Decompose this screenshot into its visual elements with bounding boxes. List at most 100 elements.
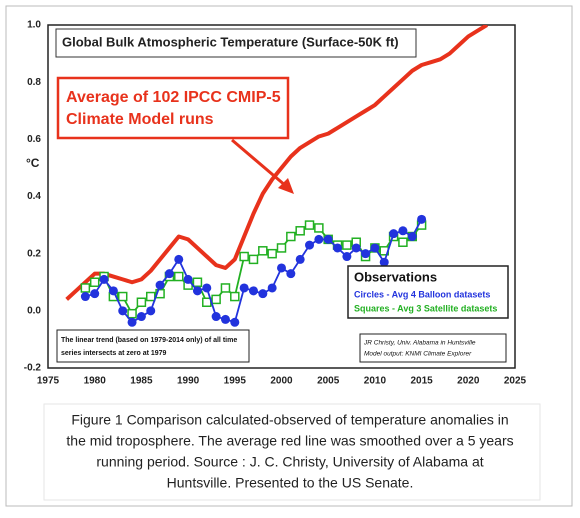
x-tick-label: 1975 — [37, 376, 60, 387]
caption: running period. Source : J. C. Christy, … — [96, 454, 483, 470]
note: series intersects at zero at 1979 — [61, 350, 167, 357]
point — [248, 286, 258, 296]
point — [136, 312, 146, 322]
title-box — [55, 28, 417, 58]
annotation: Climate Model runs — [66, 111, 214, 128]
annotation-box — [56, 76, 290, 140]
point — [211, 312, 221, 322]
point — [398, 226, 408, 236]
point — [202, 283, 212, 293]
point — [202, 297, 212, 308]
point — [220, 314, 230, 324]
point — [323, 234, 333, 244]
point — [192, 286, 202, 296]
caption: the mid troposphere. The average red lin… — [66, 433, 513, 449]
y-tick-label: 0.2 — [27, 248, 41, 259]
point — [127, 308, 137, 319]
point — [342, 240, 352, 250]
point — [258, 246, 268, 256]
point — [136, 297, 147, 308]
credit: JR Christy, Univ. Alabama in Huntsville — [363, 340, 476, 347]
point — [230, 291, 240, 302]
x-tick-label: 1985 — [130, 376, 153, 387]
y-tick-label: 1.0 — [27, 20, 41, 31]
x-tick-label: 2000 — [270, 376, 293, 387]
point — [183, 274, 193, 284]
point — [192, 277, 203, 287]
x-tick-label: 2015 — [410, 376, 433, 387]
series-line — [65, 25, 489, 301]
point — [286, 231, 296, 242]
x-tick-label: 2005 — [317, 376, 340, 387]
point — [305, 240, 315, 250]
point — [230, 317, 240, 327]
point — [398, 237, 408, 247]
point — [117, 291, 128, 302]
point — [295, 226, 305, 236]
point — [379, 257, 389, 267]
y-tick-label: -0.2 — [24, 363, 42, 374]
annotation: Average of 102 IPCC CMIP-5 — [66, 89, 281, 106]
note: The linear trend (based on 1979-2014 onl… — [61, 337, 237, 344]
x-tick-label: 2025 — [504, 376, 527, 387]
point — [118, 306, 128, 316]
point — [127, 317, 137, 327]
point — [258, 289, 268, 299]
point — [304, 220, 315, 230]
credit-box — [359, 333, 507, 363]
point — [351, 243, 361, 253]
point — [342, 252, 352, 262]
note-box — [56, 329, 250, 363]
y-axis-label: °C — [26, 156, 40, 170]
x-tick-label: 1990 — [177, 376, 200, 387]
point — [333, 243, 343, 253]
credit: Model output: KNMI Climate Explorer — [364, 351, 472, 358]
point — [314, 234, 324, 244]
point — [211, 294, 221, 305]
x-tick-label: 2010 — [364, 376, 387, 387]
y-tick-label: 0.4 — [27, 191, 41, 202]
legend-title: Observations — [354, 269, 437, 284]
point — [361, 249, 371, 259]
point — [89, 277, 100, 287]
point — [370, 243, 380, 253]
legend-entry: Circles - Avg 4 Balloon datasets — [354, 289, 490, 299]
y-tick-label: 0.0 — [27, 305, 41, 316]
plot — [65, 25, 489, 327]
x-tick-label: 2020 — [457, 376, 480, 387]
point — [267, 248, 277, 259]
point — [90, 289, 100, 299]
caption-box — [43, 403, 541, 501]
point — [248, 254, 259, 265]
point — [277, 263, 286, 273]
point — [155, 280, 165, 290]
point — [146, 306, 156, 316]
x-tick-label: 1995 — [224, 376, 247, 387]
point — [145, 291, 156, 302]
point — [99, 274, 109, 284]
annotation-arrow — [231, 138, 287, 188]
legend-box — [347, 265, 509, 319]
point — [389, 229, 399, 239]
point — [417, 214, 427, 224]
point — [220, 283, 231, 293]
point — [314, 223, 324, 233]
point — [174, 254, 184, 264]
point — [164, 269, 174, 279]
point — [108, 286, 118, 296]
y-tick-label: 0.6 — [27, 134, 41, 145]
point — [239, 251, 249, 262]
point — [267, 283, 277, 293]
y-tick-label: 0.8 — [27, 77, 41, 88]
chart-title: Global Bulk Atmospheric Temperature (Sur… — [62, 34, 399, 49]
point — [174, 271, 184, 282]
point — [286, 269, 296, 279]
point — [295, 254, 305, 264]
point — [80, 283, 91, 293]
caption: Huntsville. Presented to the US Senate. — [167, 475, 414, 491]
annotation-arrowhead — [278, 178, 294, 194]
caption: Figure 1 Comparison calculated-observed … — [71, 412, 508, 428]
point — [276, 243, 287, 253]
